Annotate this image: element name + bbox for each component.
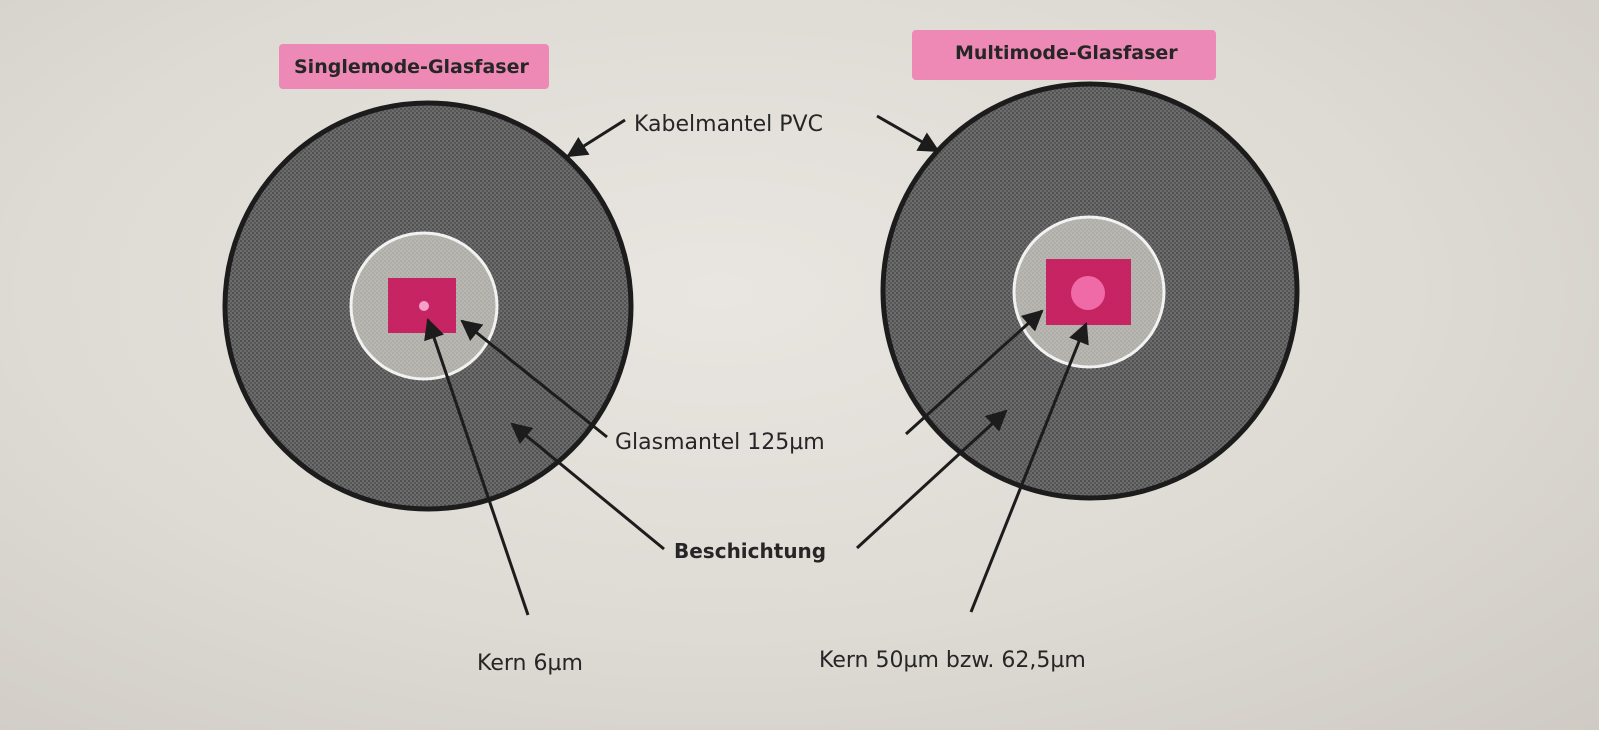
label-core-singlemode: Kern 6µm (477, 651, 583, 676)
title-multimode: Multimode-Glasfaser (955, 42, 1178, 64)
arrow-jacket-singlemode (566, 118, 626, 158)
arrow-jacket-multimode (876, 114, 940, 153)
arrow-core-singlemode (424, 318, 530, 616)
callout-arrows (424, 114, 1089, 616)
title-highlight-multimode (912, 30, 1216, 80)
arrow-coating-multimode (855, 409, 1008, 550)
multimode-core (1071, 276, 1105, 310)
label-core-multimode: Kern 50µm bzw. 62,5µm (819, 648, 1086, 673)
singlemode-fiber (222, 100, 634, 512)
multimode-fiber (880, 81, 1300, 501)
arrow-core-multimode (969, 322, 1089, 613)
label-cladding: Glasmantel 125µm (615, 430, 825, 455)
title-highlight-singlemode (279, 44, 549, 89)
arrow-cladding-multimode (904, 309, 1044, 436)
title-singlemode: Singlemode-Glasfaser (294, 56, 529, 78)
label-coating: Beschichtung (674, 539, 826, 563)
singlemode-core (419, 301, 429, 311)
arrow-coating-singlemode (510, 422, 665, 551)
label-cable-jacket: Kabelmantel PVC (634, 112, 823, 137)
arrow-cladding-singlemode (460, 319, 608, 439)
